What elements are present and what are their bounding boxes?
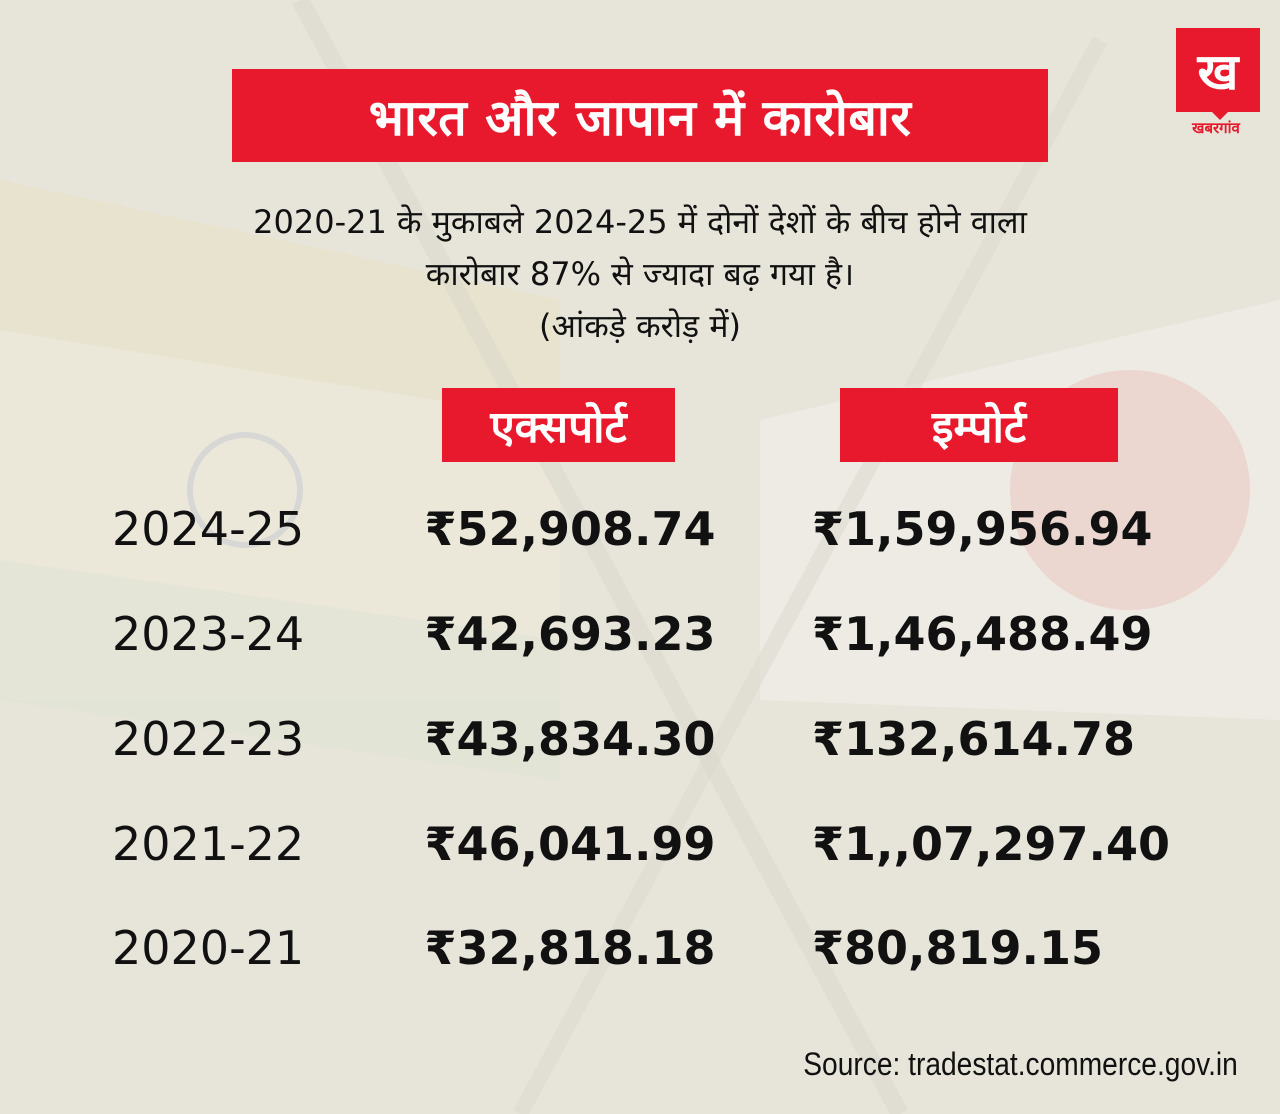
row-import-value: ₹80,819.15: [812, 921, 1104, 975]
row-year: 2021-22: [112, 817, 305, 871]
import-column-header: इम्पोर्ट: [840, 388, 1118, 462]
row-export-value: ₹43,834.30: [424, 712, 716, 766]
source-credit: Source: tradestat.commerce.gov.in: [803, 1046, 1238, 1082]
table-row: 2022-23 ₹43,834.30 ₹132,614.78: [0, 709, 1280, 769]
table-row: 2024-25 ₹52,908.74 ₹1,59,956.94: [0, 499, 1280, 559]
logo-name: खबरगांव: [1192, 119, 1240, 137]
row-year: 2022-23: [112, 712, 305, 766]
row-year: 2020-21: [112, 921, 305, 975]
table-row: 2023-24 ₹42,693.23 ₹1,46,488.49: [0, 604, 1280, 664]
subtitle-line-2: कारोबार 87% से ज्यादा बढ़ गया है।: [425, 255, 855, 293]
page-title: भारत और जापान में कारोबार: [232, 69, 1048, 162]
row-import-value: ₹132,614.78: [812, 712, 1136, 766]
subtitle: 2020-21 के मुकाबले 2024-25 में दोनों देश…: [140, 196, 1140, 352]
logo-tail-icon: [1210, 110, 1230, 120]
row-export-value: ₹32,818.18: [424, 921, 716, 975]
export-column-header: एक्सपोर्ट: [442, 388, 675, 462]
row-import-value: ₹1,,07,297.40: [812, 817, 1170, 871]
row-import-value: ₹1,59,956.94: [812, 502, 1153, 556]
subtitle-line-3: (आंकड़े करोड़ में): [539, 307, 741, 345]
row-year: 2024-25: [112, 502, 305, 556]
table-row: 2021-22 ₹46,041.99 ₹1,,07,297.40: [0, 814, 1280, 874]
table-row: 2020-21 ₹32,818.18 ₹80,819.15: [0, 918, 1280, 978]
brand-logo: ख खबरगांव: [1170, 22, 1262, 140]
row-import-value: ₹1,46,488.49: [812, 607, 1153, 661]
row-export-value: ₹46,041.99: [424, 817, 716, 871]
row-export-value: ₹42,693.23: [424, 607, 716, 661]
row-year: 2023-24: [112, 607, 305, 661]
logo-mark: ख: [1176, 28, 1260, 112]
subtitle-line-1: 2020-21 के मुकाबले 2024-25 में दोनों देश…: [253, 203, 1027, 241]
row-export-value: ₹52,908.74: [424, 502, 716, 556]
